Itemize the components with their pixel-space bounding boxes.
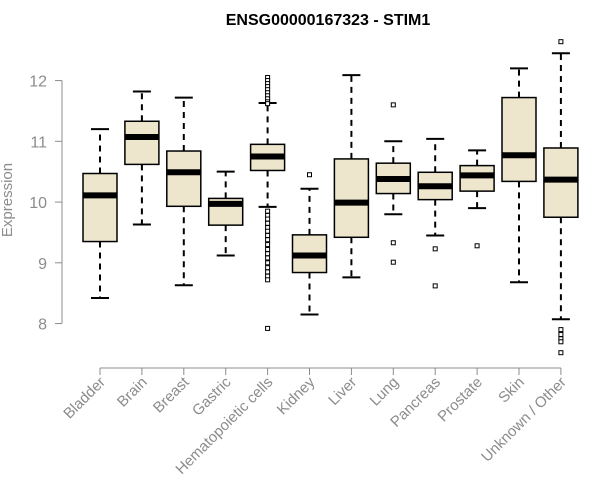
outlier-point [558,350,564,356]
x-tick-label: Liver [325,374,360,409]
boxes [82,39,579,356]
outlier-point [390,259,396,265]
outlier-point [265,237,271,243]
box [501,96,537,183]
x-tick-label: Skin [495,374,528,407]
box-group [333,74,370,279]
box-group [166,96,202,287]
outlier-point [265,251,271,257]
box-group [417,137,453,289]
x-tick-label: Prostate [434,374,486,426]
box [543,147,579,218]
outlier-point [265,255,271,261]
outlier-point [265,325,271,331]
box-group [207,170,244,257]
box-group [291,172,328,316]
outlier-point [432,283,438,289]
box-group [543,39,579,356]
outlier-point [558,327,564,333]
box [124,120,160,166]
outlier-point [432,246,438,252]
x-tick-label: Lung [367,374,403,410]
x-tick-label: Brain [114,374,151,411]
outlier-point [265,208,271,214]
box-group [124,90,160,226]
outlier-point [390,102,396,108]
outlier-point [265,265,271,271]
outlier-point [390,240,396,246]
box-group [459,149,495,249]
x-tick-label: Bladder [60,374,109,423]
outlier-point [558,39,564,45]
outlier-point [265,216,271,222]
box-group [375,102,412,265]
y-tick-label: 12 [29,74,47,91]
outlier-point [474,243,480,249]
y-tick-label: 8 [38,317,47,334]
outlier-point [558,339,564,345]
chart-title: ENSG00000167323 - STIM1 [226,12,431,29]
box [166,150,202,208]
box-group [249,75,286,331]
outlier-point [265,260,271,266]
outlier-point [265,242,271,248]
x-tick-label: Breast [150,373,193,416]
box-group [82,128,118,300]
y-axis: 8 9 10 11 12 [29,74,63,334]
outlier-point [265,269,271,275]
y-tick-label: 10 [29,195,47,212]
box [333,158,370,239]
outlier-point [558,331,564,337]
outlier-point [265,101,271,107]
outlier-point [307,172,312,178]
box [459,164,495,192]
outlier-point [265,232,271,238]
y-tick-label: 11 [30,134,47,151]
outlier-point [265,220,271,226]
outlier-point [265,277,271,283]
x-tick-label: Kidney [274,373,319,418]
y-axis-label: Expression [0,163,16,237]
box-group [501,67,537,284]
y-tick-label: 9 [38,256,47,273]
outlier-point [265,246,271,252]
outlier-point [265,228,271,234]
box [82,172,118,243]
